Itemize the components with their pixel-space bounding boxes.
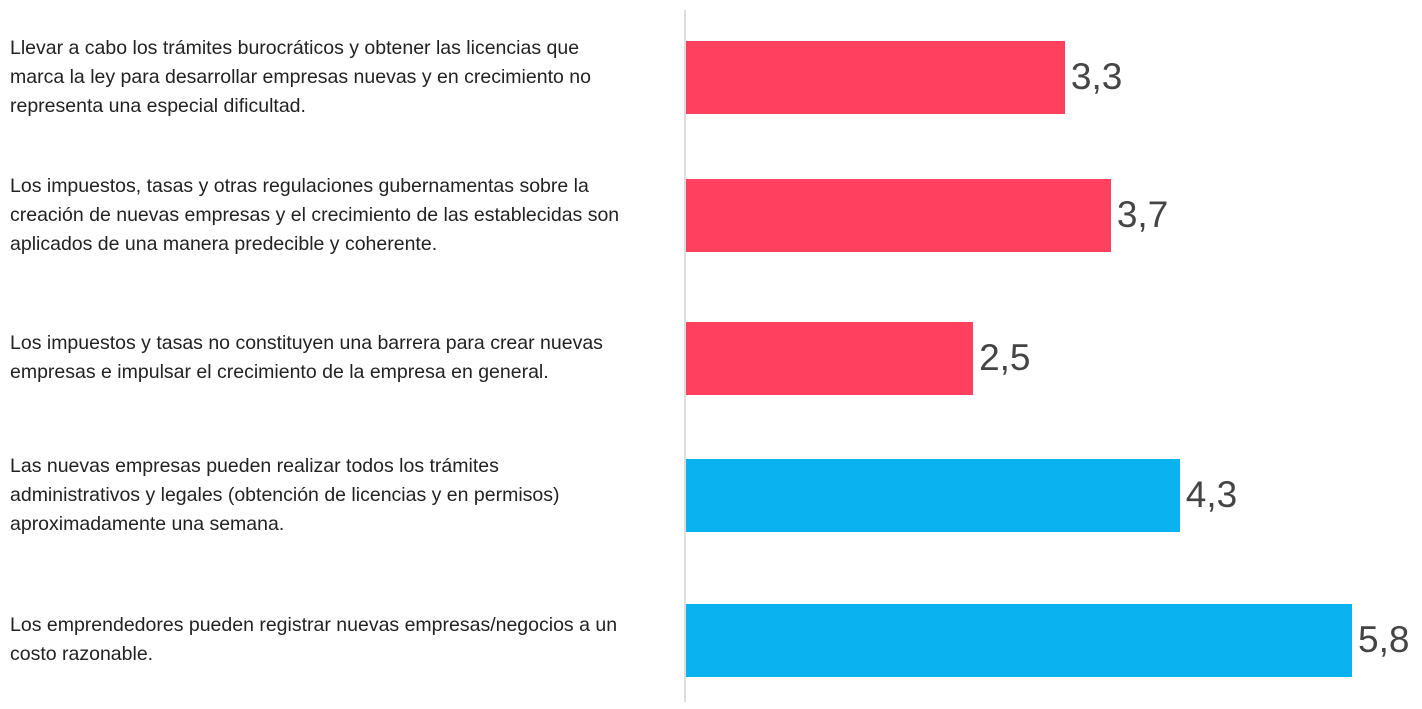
category-label: Los impuestos, tasas y otras regulacione… [10,174,620,255]
value-label: 2,5 [979,337,1031,378]
category-label: Llevar a cabo los trámites burocráticos … [10,36,591,117]
category-label: Los emprendedores pueden registrar nueva… [10,614,618,665]
value-label: 4,3 [1185,474,1238,515]
bar [686,603,1352,677]
bar [686,178,1111,252]
bar [686,458,1180,532]
bar [686,40,1065,114]
value-label: 3,7 [1116,194,1169,235]
category-label: Los impuestos y tasas no constituyen una… [10,332,603,383]
category-label: Las nuevas empresas pueden realizar todo… [10,454,560,535]
value-label: 5,8 [1358,619,1410,660]
bar [686,321,974,395]
value-label: 3,3 [1070,56,1123,97]
axis-line [684,10,686,702]
